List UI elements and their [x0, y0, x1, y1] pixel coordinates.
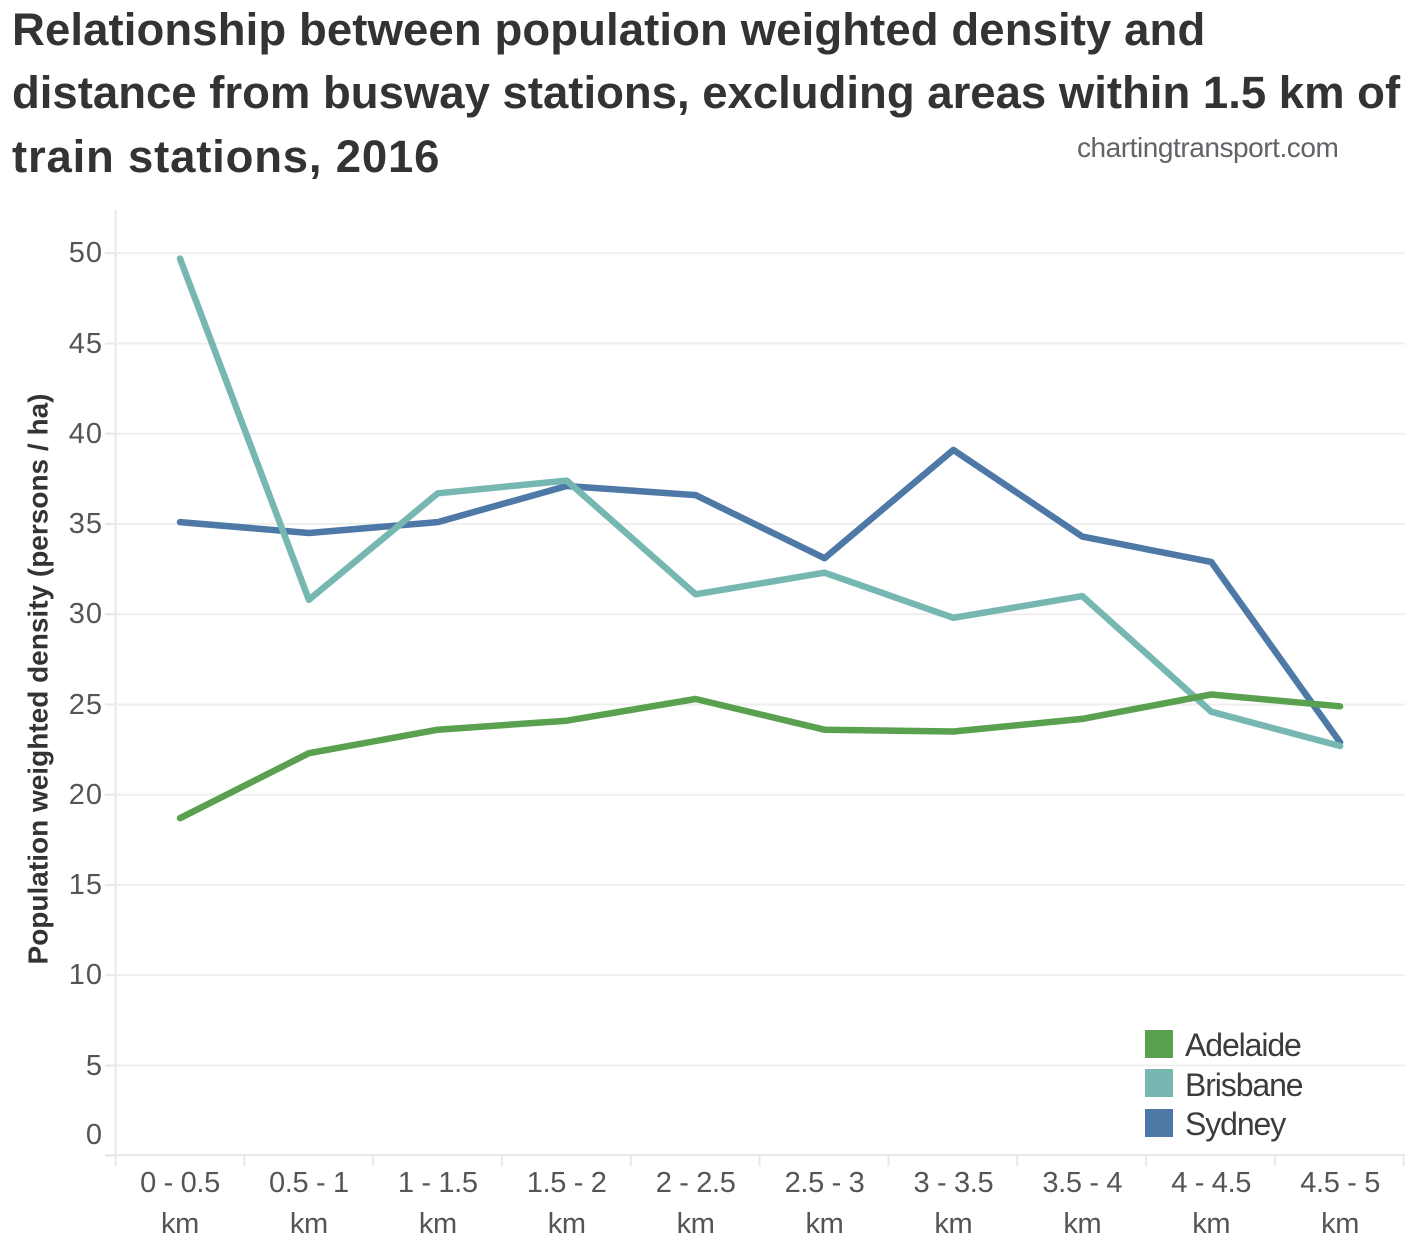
svg-text:Population weighted density (p: Population weighted density (persons / h… — [23, 394, 54, 965]
